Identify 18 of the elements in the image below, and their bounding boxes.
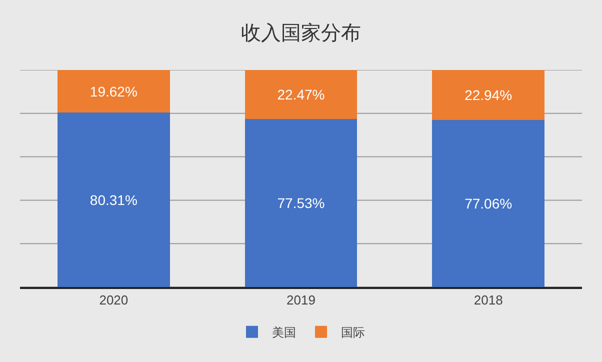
data-label: 80.31% bbox=[90, 192, 138, 208]
data-label: 19.62% bbox=[90, 83, 138, 100]
data-label: 22.94% bbox=[464, 86, 512, 103]
legend-label: 国际 bbox=[341, 326, 365, 340]
bar bbox=[57, 70, 170, 113]
bar bbox=[244, 118, 358, 287]
x-tick-label: 2018 bbox=[474, 292, 503, 308]
bar bbox=[244, 70, 358, 119]
chart-title: 收入国家分布 bbox=[241, 20, 361, 44]
bar bbox=[432, 120, 545, 287]
legend-label: 美国 bbox=[272, 326, 296, 340]
x-tick-label: 2020 bbox=[99, 292, 128, 308]
data-label: 77.53% bbox=[277, 194, 325, 211]
x-tick-label: 2019 bbox=[286, 292, 316, 308]
bar bbox=[432, 70, 545, 120]
data-label: 77.06% bbox=[464, 195, 512, 212]
data-label: 22.47% bbox=[277, 86, 325, 102]
bar bbox=[57, 112, 170, 287]
